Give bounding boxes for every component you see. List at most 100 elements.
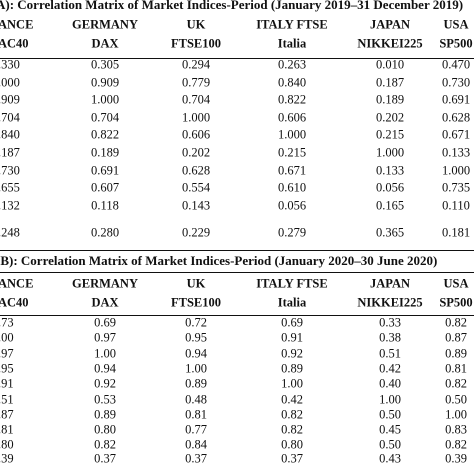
cell: 0.202 <box>181 145 211 160</box>
cell: 0.110 <box>442 198 470 213</box>
cell: 0.51 <box>379 346 401 361</box>
column-header: NIKKEI225 <box>357 36 423 51</box>
cell: .704 <box>0 110 20 125</box>
column-header: ITALY FTSE <box>256 17 328 32</box>
cell: .87 <box>0 407 14 422</box>
column-header: JAPAN <box>369 17 411 32</box>
cell: 0.72 <box>185 315 207 330</box>
cell: 0.610 <box>277 180 307 195</box>
cell: 0.187 <box>375 75 405 90</box>
cell: 0.730 <box>441 75 471 90</box>
cell: .51 <box>0 392 14 406</box>
cell: 0.81 <box>445 361 467 376</box>
section-title: A): Correlation Matrix of Market Indices… <box>0 0 464 12</box>
column-header: ANCE <box>0 276 34 291</box>
column-header: Italia <box>277 36 307 51</box>
cell: 0.50 <box>445 392 467 406</box>
cell: 0.92 <box>94 376 116 391</box>
cell: 0.80 <box>281 437 303 452</box>
cell: 0.89 <box>94 407 116 422</box>
cell: 0.056 <box>375 180 405 195</box>
cell: 0.118 <box>91 198 119 213</box>
cell: 0.95 <box>185 330 207 345</box>
column-header: DAX <box>91 36 119 51</box>
cell: .187 <box>0 145 20 160</box>
cell: 0.69 <box>281 315 303 330</box>
cell: .73 <box>0 315 14 330</box>
cell: .81 <box>0 422 14 437</box>
cell: 0.37 <box>185 451 207 466</box>
cell: 1.000 <box>181 110 211 125</box>
cell: 0.189 <box>90 145 120 160</box>
cell: 0.37 <box>94 451 116 466</box>
cell: 0.779 <box>181 75 211 90</box>
cell: .132 <box>0 198 20 213</box>
cell: 0.89 <box>445 346 467 361</box>
column-header: GERMANY <box>72 17 138 32</box>
column-header: FTSE100 <box>170 295 222 310</box>
cell: 0.606 <box>277 110 307 125</box>
cell: 0.81 <box>185 407 207 422</box>
cell: 0.704 <box>181 92 211 107</box>
cell: 1.000 <box>375 145 405 160</box>
cell: 1.00 <box>281 376 303 391</box>
cell: 0.215 <box>277 145 307 160</box>
cell: .840 <box>0 127 20 142</box>
cell: 0.89 <box>185 376 207 391</box>
cell: 0.37 <box>281 451 303 466</box>
cell: 0.133 <box>441 145 471 160</box>
cell: 0.40 <box>379 376 401 391</box>
cell: 0.202 <box>375 110 405 125</box>
rule <box>0 58 474 59</box>
cell: 0.42 <box>379 361 401 376</box>
cell: 0.822 <box>90 127 120 142</box>
cell: .000 <box>0 75 20 90</box>
column-header: ANCE <box>0 17 34 32</box>
cell: 1.00 <box>94 346 116 361</box>
cell: .909 <box>0 92 20 107</box>
cell: 0.97 <box>94 330 116 345</box>
cell: 0.82 <box>445 437 467 452</box>
cell: 0.470 <box>441 57 471 72</box>
cell: 0.607 <box>90 180 120 195</box>
cell: 0.45 <box>379 422 401 437</box>
cell: 0.691 <box>90 163 120 178</box>
cell: 0.133 <box>375 163 405 178</box>
cell: .00 <box>0 330 14 345</box>
cell: 0.38 <box>379 330 401 345</box>
rule <box>0 272 474 273</box>
cell: .80 <box>0 437 14 452</box>
cell: 0.554 <box>181 180 211 195</box>
section-title: (B): Correlation Matrix of Market Indice… <box>0 253 438 268</box>
cell: 0.294 <box>181 57 211 72</box>
column-header: JAPAN <box>369 276 411 291</box>
cell: 0.87 <box>445 330 467 345</box>
cell: 0.48 <box>185 392 207 406</box>
cell: 0.94 <box>185 346 207 361</box>
cell: 0.704 <box>90 110 120 125</box>
cell: .97 <box>0 346 14 361</box>
cell: 0.84 <box>185 437 207 452</box>
column-header: ITALY FTSE <box>256 276 328 291</box>
column-header: Italia <box>277 295 307 310</box>
cell: 0.628 <box>181 163 211 178</box>
cell: 0.92 <box>281 346 303 361</box>
cell: .655 <box>0 180 20 195</box>
cell: 1.000 <box>277 127 307 142</box>
cell: 0.056 <box>277 198 307 213</box>
cell: 0.229 <box>181 225 211 240</box>
cell: 0.80 <box>94 422 116 437</box>
cell: 1.00 <box>379 392 401 406</box>
column-header: USA <box>443 17 469 32</box>
cell: 0.50 <box>379 407 401 422</box>
cell: .330 <box>0 57 20 72</box>
rule <box>0 315 474 316</box>
cell: .248 <box>0 225 20 240</box>
cell: 0.628 <box>441 110 471 125</box>
column-header: AC40 <box>0 295 29 310</box>
cell: 0.42 <box>281 392 303 406</box>
cell: 0.263 <box>277 57 307 72</box>
cell: 0.94 <box>94 361 116 376</box>
cell: 0.606 <box>181 127 211 142</box>
